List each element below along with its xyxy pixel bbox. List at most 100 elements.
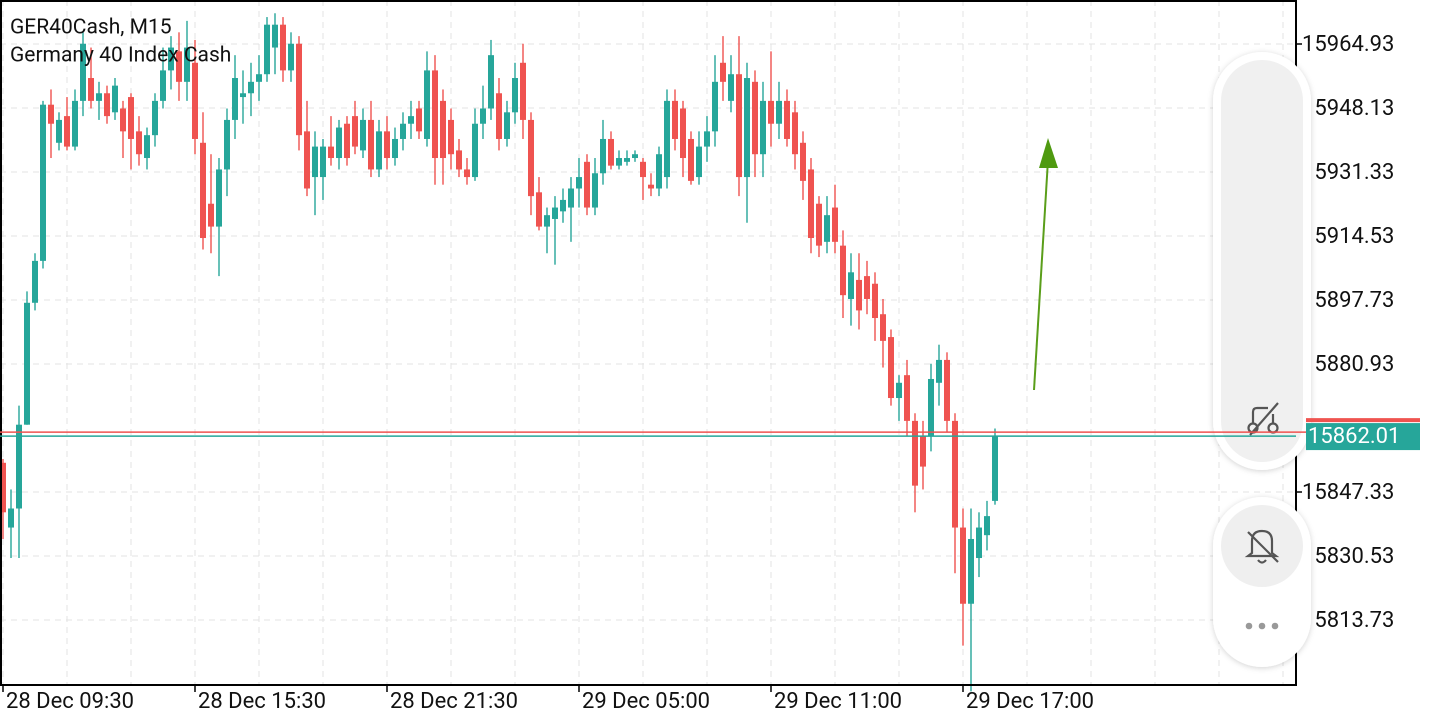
candle-body xyxy=(360,119,366,151)
y-tick-label: 15914.53 xyxy=(1302,224,1394,249)
price-lines: 15862.01 xyxy=(0,418,1420,451)
candle-body xyxy=(760,100,766,155)
candle-body xyxy=(104,93,110,117)
candle-body xyxy=(216,169,222,227)
candle-body xyxy=(744,78,750,178)
candle-body xyxy=(504,112,510,139)
candle-body xyxy=(888,337,894,399)
candle-body xyxy=(984,516,990,536)
candle-body xyxy=(232,78,238,120)
candle-body xyxy=(224,119,230,170)
candle-body xyxy=(456,150,462,170)
candle-body xyxy=(312,146,318,178)
x-tick-label: 28 Dec 21:30 xyxy=(390,689,518,714)
y-tick-label: 15830.53 xyxy=(1302,544,1394,569)
candle-body xyxy=(384,131,390,159)
y-tick-label: 15897.73 xyxy=(1302,288,1394,313)
draw-tool-button[interactable] xyxy=(1247,402,1279,436)
candle-body xyxy=(736,74,742,178)
candle-body xyxy=(144,135,150,159)
candle-body xyxy=(792,112,798,155)
candle-body xyxy=(160,70,166,101)
candle-body xyxy=(424,70,430,139)
candle-body xyxy=(40,104,46,261)
candle-body xyxy=(480,108,486,124)
candle-body xyxy=(800,142,806,181)
candle-body xyxy=(632,154,638,159)
candle-body xyxy=(696,146,702,178)
candle-body xyxy=(960,527,966,604)
candle-body xyxy=(272,24,278,48)
candle-body xyxy=(264,24,270,75)
candle-body xyxy=(576,177,582,189)
candle-body xyxy=(808,169,814,239)
candle-body xyxy=(464,169,470,178)
candle-body xyxy=(568,188,574,208)
candle-body xyxy=(992,436,998,501)
candle-body xyxy=(304,131,310,189)
candle-body xyxy=(184,47,190,82)
candle-body xyxy=(112,85,118,113)
bid-label-bg xyxy=(1306,423,1420,451)
candle-body xyxy=(624,158,630,162)
candle-body xyxy=(120,108,126,132)
y-tick-label: 15964.93 xyxy=(1302,32,1394,57)
y-tick-label: 15813.73 xyxy=(1302,608,1394,633)
candle-body xyxy=(832,207,838,242)
candle-body xyxy=(912,420,918,486)
candle-body xyxy=(904,375,910,421)
candle-body xyxy=(920,436,926,467)
candle-body xyxy=(816,203,822,246)
candles xyxy=(0,13,998,692)
candle-body xyxy=(128,97,134,139)
candle-body xyxy=(400,123,406,139)
candle-body xyxy=(856,279,862,311)
candle-body xyxy=(88,78,94,101)
candle-body xyxy=(240,93,246,98)
candle-body xyxy=(880,314,886,341)
candle-body xyxy=(928,378,934,437)
candle-body xyxy=(560,199,566,212)
x-tick-label: 29 Dec 11:00 xyxy=(774,689,902,714)
candle-body xyxy=(336,127,342,159)
candle-body xyxy=(96,93,102,101)
candle-body xyxy=(56,119,62,143)
trend-arrow-head xyxy=(1039,138,1058,168)
candle-body xyxy=(200,142,206,239)
candle-body xyxy=(152,100,158,136)
candle-body xyxy=(824,215,830,242)
candle-body xyxy=(976,527,982,559)
candle-body xyxy=(544,215,550,227)
candle-body xyxy=(896,382,902,399)
x-tick-label: 29 Dec 17:00 xyxy=(966,689,1094,714)
candle-body xyxy=(872,283,878,319)
candle-body xyxy=(584,161,590,208)
y-tick-label: 15847.33 xyxy=(1302,480,1394,505)
y-tick-label: 15948.13 xyxy=(1302,96,1394,121)
candle-body xyxy=(672,100,678,139)
candle-body xyxy=(688,138,694,181)
tool-panel-inner xyxy=(1221,60,1303,462)
candle-body xyxy=(408,116,414,124)
x-tick-label: 29 Dec 05:00 xyxy=(582,689,710,714)
candle-body xyxy=(0,462,6,513)
more-button[interactable] xyxy=(1245,622,1279,630)
candle-body xyxy=(712,81,718,132)
axes: 15964.93 15948.13 15931.33 15914.53 15897.73… xyxy=(2,32,1394,714)
candle-body xyxy=(328,146,334,159)
candle-body xyxy=(640,161,646,178)
candle-body xyxy=(728,74,734,101)
candle-body xyxy=(592,173,598,208)
candle-body xyxy=(352,116,358,147)
candle-body xyxy=(344,123,350,159)
candle-body xyxy=(968,538,974,604)
chart-title: GER40Cash, M15 xyxy=(10,16,172,40)
candle-body xyxy=(368,119,374,170)
trend-arrow xyxy=(1033,159,1049,391)
candle-body xyxy=(32,260,38,303)
candle-body xyxy=(168,47,174,71)
candle-body xyxy=(48,104,54,124)
candle-body xyxy=(944,359,950,421)
candle-body xyxy=(416,108,422,132)
candle-body xyxy=(704,131,710,147)
